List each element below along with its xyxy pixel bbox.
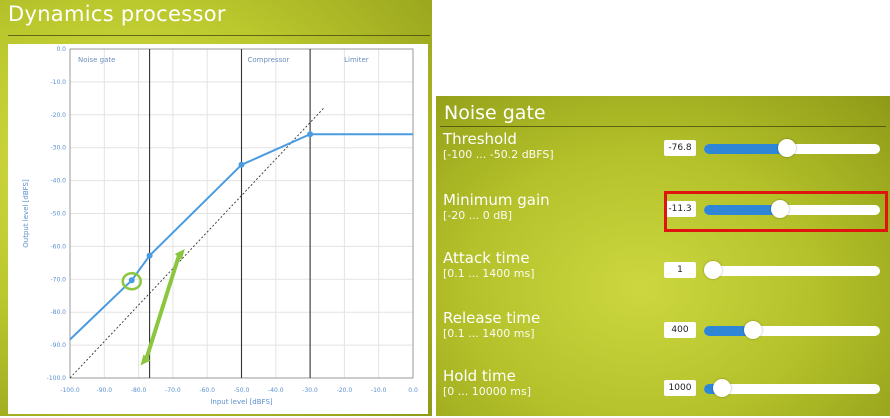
param-name: Threshold bbox=[443, 130, 517, 148]
threshold-param: Threshold [-100 ... -50.2 dBFS] bbox=[443, 130, 554, 162]
y-tick-label: -70.0 bbox=[50, 276, 66, 283]
threshold-slider[interactable] bbox=[704, 139, 880, 157]
x-tick-label: -70.0 bbox=[165, 387, 181, 394]
param-range: [-100 ... -50.2 dBFS] bbox=[443, 148, 554, 161]
curve-point bbox=[307, 131, 314, 138]
param-name: Minimum gain bbox=[443, 191, 550, 209]
x-tick-label: -100.0 bbox=[60, 387, 80, 394]
curve-point bbox=[238, 161, 245, 168]
y-tick-label: -50.0 bbox=[50, 211, 66, 218]
x-tick-label: 0.0 bbox=[408, 387, 418, 394]
minimum-gain-highlight-box bbox=[664, 191, 888, 232]
hold-time-slider[interactable] bbox=[704, 379, 880, 397]
transfer-curve bbox=[69, 133, 413, 341]
y-tick-label: -80.0 bbox=[50, 309, 66, 316]
slider-thumb[interactable] bbox=[712, 379, 731, 397]
y-tick-label: -100.0 bbox=[47, 375, 67, 382]
gain-adjust-arrow bbox=[143, 252, 182, 363]
x-tick-label: -40.0 bbox=[268, 387, 284, 394]
slider-track bbox=[704, 326, 880, 336]
x-tick-label: -30.0 bbox=[302, 387, 318, 394]
y-tick-label: -30.0 bbox=[50, 145, 66, 152]
y-tick-label: -90.0 bbox=[50, 342, 66, 349]
y-tick-label: -10.0 bbox=[50, 79, 66, 86]
x-axis-label: Input level [dBFS] bbox=[210, 398, 273, 406]
slider-track bbox=[704, 266, 880, 276]
y-tick-label: -40.0 bbox=[50, 178, 66, 185]
curve-point bbox=[146, 252, 153, 259]
noise-gate-panel: Noise gate Threshold [-100 ... -50.2 dBF… bbox=[436, 96, 890, 416]
noise-gate-title: Noise gate bbox=[444, 102, 546, 124]
region-label: Compressor bbox=[248, 56, 290, 64]
x-tick-label: -90.0 bbox=[97, 387, 113, 394]
minimum-gain-slider[interactable] bbox=[704, 200, 880, 218]
attack-time-param: Attack time [0.1 ... 1400 ms] bbox=[443, 249, 535, 281]
slider-thumb[interactable] bbox=[744, 321, 763, 339]
param-range: [0 ... 10000 ms] bbox=[443, 385, 531, 398]
attack-time-value-field[interactable]: 1 bbox=[664, 262, 696, 278]
release-time-param: Release time [0.1 ... 1400 ms] bbox=[443, 309, 541, 341]
x-tick-label: -10.0 bbox=[371, 387, 387, 394]
minimum-gain-param: Minimum gain [-20 ... 0 dB] bbox=[443, 191, 550, 223]
title-divider bbox=[440, 126, 886, 127]
param-name: Attack time bbox=[443, 249, 530, 267]
param-name: Release time bbox=[443, 309, 541, 327]
slider-track bbox=[704, 205, 880, 215]
dynamics-processor-title: Dynamics processor bbox=[8, 2, 226, 26]
dynamics-processor-panel: Dynamics processor -100.0 -90.0 -80.0 -70.0… bbox=[0, 0, 432, 416]
y-axis-label: Output level [dBFS] bbox=[22, 179, 30, 248]
title-divider bbox=[8, 35, 430, 36]
threshold-value-field[interactable]: -76.8 bbox=[664, 140, 696, 156]
chart-svg: -100.0 -90.0 -80.0 -70.0 -60.0 -50.0 -40.0 -30.… bbox=[22, 46, 418, 406]
slider-fill bbox=[704, 144, 787, 154]
y-tick-label: -60.0 bbox=[50, 243, 66, 250]
slider-fill bbox=[704, 205, 780, 215]
release-time-value-field[interactable]: 400 bbox=[664, 322, 696, 338]
attack-time-slider[interactable] bbox=[704, 261, 880, 279]
slider-fill bbox=[704, 326, 754, 336]
curve-point bbox=[128, 277, 135, 284]
arrow-head-up bbox=[174, 248, 185, 260]
hold-time-value-field[interactable]: 1000 bbox=[664, 380, 696, 396]
minimum-gain-value-field[interactable]: -11.3 bbox=[664, 201, 696, 217]
x-tick-label: -50.0 bbox=[234, 387, 250, 394]
transfer-curve-chart: -100.0 -90.0 -80.0 -70.0 -60.0 -50.0 -40.0 -30.… bbox=[8, 44, 428, 414]
slider-track bbox=[704, 384, 880, 394]
hold-time-param: Hold time [0 ... 10000 ms] bbox=[443, 367, 531, 399]
arrow-head-down bbox=[140, 354, 151, 366]
unity-dashed-line bbox=[69, 107, 325, 379]
x-tick-label: -20.0 bbox=[337, 387, 353, 394]
slider-thumb[interactable] bbox=[770, 200, 789, 218]
slider-thumb[interactable] bbox=[777, 139, 796, 157]
param-range: [0.1 ... 1400 ms] bbox=[443, 267, 535, 280]
y-tick-label: 0.0 bbox=[56, 46, 66, 53]
release-time-slider[interactable] bbox=[704, 321, 880, 339]
region-label: Noise gate bbox=[78, 56, 115, 64]
param-name: Hold time bbox=[443, 367, 516, 385]
param-range: [-20 ... 0 dB] bbox=[443, 209, 513, 222]
slider-thumb[interactable] bbox=[704, 261, 722, 279]
param-range: [0.1 ... 1400 ms] bbox=[443, 327, 535, 340]
y-tick-label: -20.0 bbox=[50, 112, 66, 119]
x-tick-label: -60.0 bbox=[199, 387, 215, 394]
region-label: Limiter bbox=[344, 56, 369, 64]
gain-point-highlight bbox=[121, 272, 142, 291]
x-tick-label: -80.0 bbox=[131, 387, 147, 394]
